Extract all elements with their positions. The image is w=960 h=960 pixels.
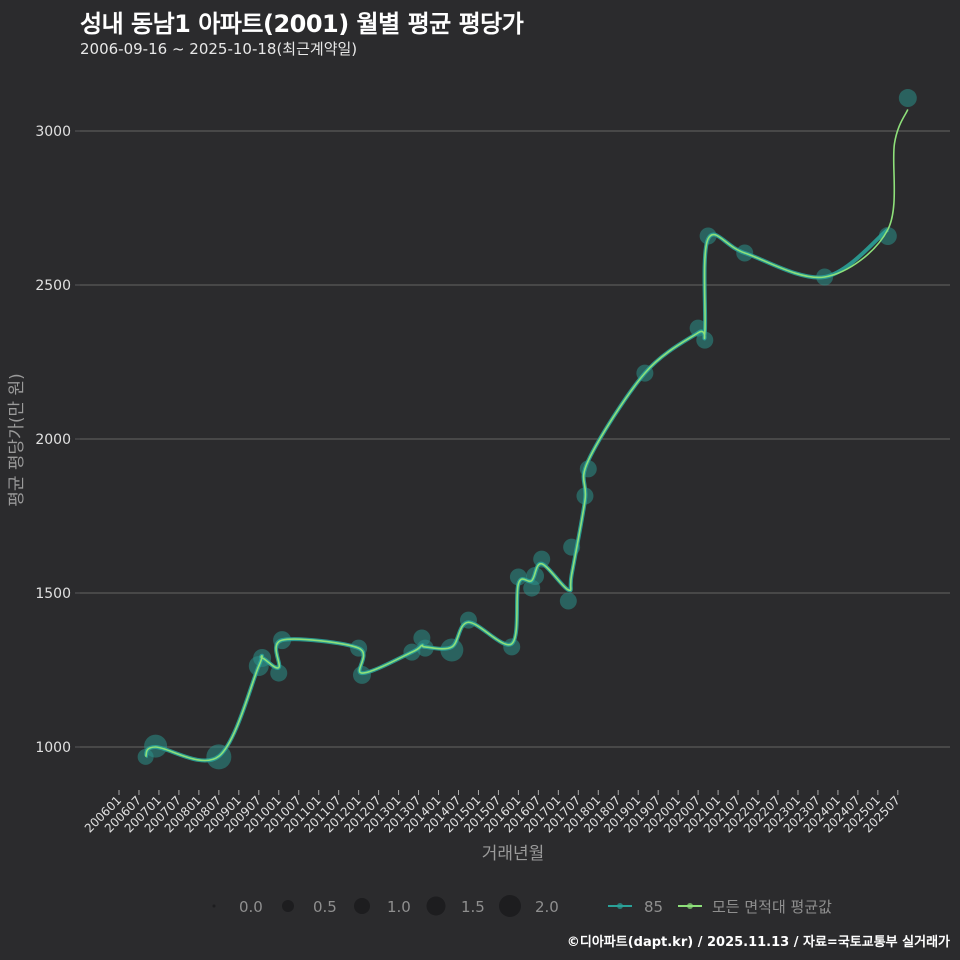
svg-text:1500: 1500 xyxy=(35,586,71,602)
chart-subtitle: 2006-09-16 ~ 2025-10-18(최근계약일) xyxy=(80,40,358,58)
footer-credit: ©디아파트(dapt.kr) / 2025.11.13 / 자료=국토교통부 실… xyxy=(566,935,950,950)
svg-text:3000: 3000 xyxy=(35,124,71,140)
svg-text:1000: 1000 xyxy=(35,740,71,756)
series-85-line xyxy=(143,227,890,763)
series-avg-line xyxy=(144,109,909,762)
svg-text:0.5: 0.5 xyxy=(313,898,337,916)
series-85-points xyxy=(137,89,917,770)
svg-text:2500: 2500 xyxy=(35,278,71,294)
svg-text:2000: 2000 xyxy=(35,432,71,448)
svg-text:85: 85 xyxy=(644,898,663,916)
y-axis-ticks: 1000 1500 2000 2500 3000 xyxy=(35,124,80,756)
x-axis-ticks: 2006012006072007012007072008012008072009… xyxy=(82,790,903,836)
svg-text:1.5: 1.5 xyxy=(461,898,485,916)
x-axis-title: 거래년월 xyxy=(482,844,545,864)
y-axis-title: 평균 평당가(만 원) xyxy=(7,373,27,507)
svg-text:모든 면적대 평균값: 모든 면적대 평균값 xyxy=(712,898,832,916)
svg-text:1.0: 1.0 xyxy=(387,898,411,916)
gridlines xyxy=(80,130,950,748)
svg-text:0.0: 0.0 xyxy=(239,898,263,916)
chart-title: 성내 동남1 아파트(2001) 월별 평균 평당가 xyxy=(80,10,524,38)
svg-text:2.0: 2.0 xyxy=(535,898,559,916)
legend: 0.0 0.5 1.0 1.5 2.0 85 모든 면적대 평균값 xyxy=(212,895,832,917)
